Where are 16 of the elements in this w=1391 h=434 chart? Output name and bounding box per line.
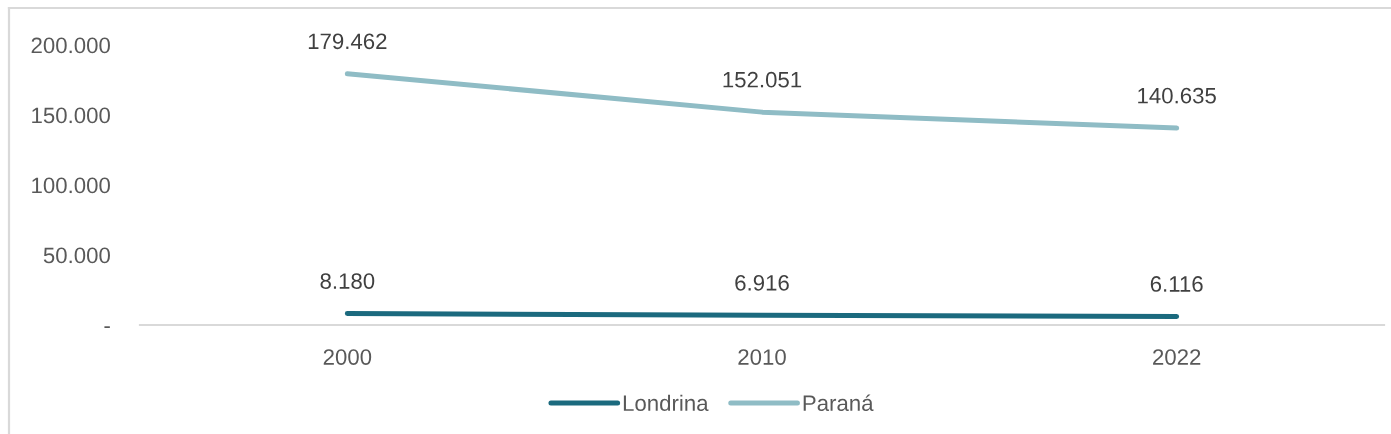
data-label: 140.635 <box>1138 87 1216 104</box>
legend-label: Londrina <box>623 394 709 412</box>
y-tick-label: 50.000 <box>43 247 110 264</box>
y-tick-label: 150.000 <box>32 107 110 124</box>
data-label: 8.180 <box>320 273 375 289</box>
y-tick-label: - <box>104 326 110 329</box>
x-tick-label: 2022 <box>1153 349 1201 365</box>
data-label: 6.116 <box>1150 276 1203 292</box>
legend-label: Paraná <box>803 394 874 412</box>
data-label: 6.916 <box>735 274 789 291</box>
y-tick-label: 200.000 <box>31 37 110 54</box>
data-label: 179.462 <box>308 33 387 50</box>
x-tick-label: 2000 <box>323 349 372 365</box>
x-tick-label: 2010 <box>738 349 786 365</box>
data-label: 152.051 <box>723 71 802 88</box>
y-tick-label: 100.000 <box>32 177 110 194</box>
